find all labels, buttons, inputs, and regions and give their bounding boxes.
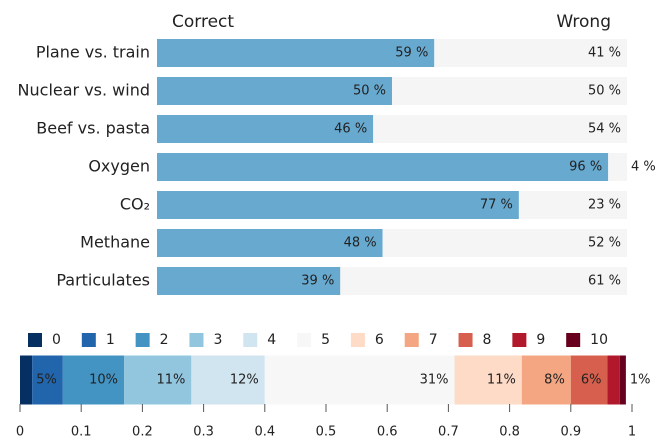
category-label: Methane [80, 233, 150, 252]
legend-swatch [350, 333, 365, 347]
legend-swatch [297, 333, 312, 347]
value-label: 10% [89, 373, 118, 388]
value-label: 41 % [588, 46, 621, 61]
bar-segment [157, 153, 609, 181]
bar-segment [32, 355, 63, 405]
bar-segment [434, 39, 627, 67]
legend-swatch [28, 333, 42, 347]
value-label: 77 % [480, 198, 513, 213]
bar-segment [340, 267, 627, 295]
value-label: 61 % [588, 274, 621, 289]
category-label: Oxygen [88, 157, 150, 176]
bar-segment [521, 355, 571, 405]
bar-segment [157, 229, 383, 257]
legend-swatch [243, 333, 258, 347]
bar-segment [264, 355, 455, 405]
legend-swatch [81, 333, 96, 347]
legend-label: 2 [160, 332, 169, 348]
bar-segment [607, 355, 620, 405]
value-label: 59 % [395, 46, 428, 61]
x-tick-label: 0.8 [499, 425, 520, 438]
legend-label: 6 [375, 332, 384, 348]
x-tick-label: 0.5 [316, 425, 337, 438]
legend-label: 10 [590, 332, 608, 348]
legend-label: 9 [536, 332, 545, 348]
value-label: 23 % [588, 198, 621, 213]
value-label: 4 % [631, 160, 656, 175]
value-label: 48 % [344, 236, 377, 251]
bar-segment [518, 191, 627, 219]
legend-label: 4 [267, 332, 276, 348]
category-label: CO₂ [120, 195, 150, 214]
legend-swatch [135, 333, 150, 347]
legend-label: 8 [483, 332, 492, 348]
category-label: Particulates [56, 271, 150, 290]
legend-label: Correct [172, 12, 234, 32]
value-label: 8% [544, 373, 565, 388]
x-tick-label: 0 [16, 425, 24, 438]
bar-segment [619, 355, 626, 405]
legend-swatch [189, 333, 204, 347]
x-tick-label: 0.2 [132, 425, 153, 438]
bar-segment [157, 115, 374, 143]
legend-label: 1 [106, 332, 115, 348]
legend-swatch [458, 333, 473, 347]
value-label: 31% [420, 373, 449, 388]
x-tick-label: 0.7 [438, 425, 459, 438]
value-label: 12% [230, 373, 259, 388]
bar-segment [373, 115, 627, 143]
bar-segment [124, 355, 192, 405]
bar-segment [392, 77, 627, 105]
x-tick-label: 0.1 [71, 425, 92, 438]
bar-segment [570, 355, 608, 405]
value-label: 46 % [334, 122, 367, 137]
category-label: Beef vs. pasta [36, 119, 150, 138]
value-label: 11% [156, 373, 185, 388]
value-label: 1% [630, 373, 651, 388]
value-label: 39 % [301, 274, 334, 289]
x-tick-label: 0.6 [377, 425, 398, 438]
value-label: 6% [581, 373, 602, 388]
legend-label: 3 [213, 332, 222, 348]
category-label: Nuclear vs. wind [18, 81, 150, 100]
legend-swatch [512, 333, 527, 347]
x-tick-label: 0.3 [193, 425, 214, 438]
value-label: 5% [36, 373, 57, 388]
value-label: 96 % [569, 160, 602, 175]
bar-segment [157, 39, 435, 67]
bar-segment [157, 267, 341, 295]
bar-segment [608, 153, 627, 181]
value-label: 50 % [353, 84, 386, 99]
bar-segment [20, 355, 33, 405]
bar-segment [62, 355, 125, 405]
x-tick-label: 0.9 [560, 425, 581, 438]
value-label: 54 % [588, 122, 621, 137]
legend-label: 0 [52, 332, 61, 348]
legend-swatch [566, 333, 581, 347]
legend-label: 5 [321, 332, 330, 348]
category-label: Plane vs. train [36, 43, 150, 62]
value-label: 50 % [588, 84, 621, 99]
x-tick-label: 0.4 [254, 425, 275, 438]
x-tick-label: 1 [628, 425, 636, 438]
legend-label: 7 [429, 332, 438, 348]
legend-swatch [404, 333, 419, 347]
bar-segment [157, 77, 392, 105]
legend-label: Wrong [556, 12, 611, 32]
value-label: 52 % [588, 236, 621, 251]
bar-segment [191, 355, 265, 405]
bar-segment [157, 191, 519, 219]
value-label: 11% [487, 373, 516, 388]
bar-segment [454, 355, 522, 405]
bar-segment [382, 229, 627, 257]
